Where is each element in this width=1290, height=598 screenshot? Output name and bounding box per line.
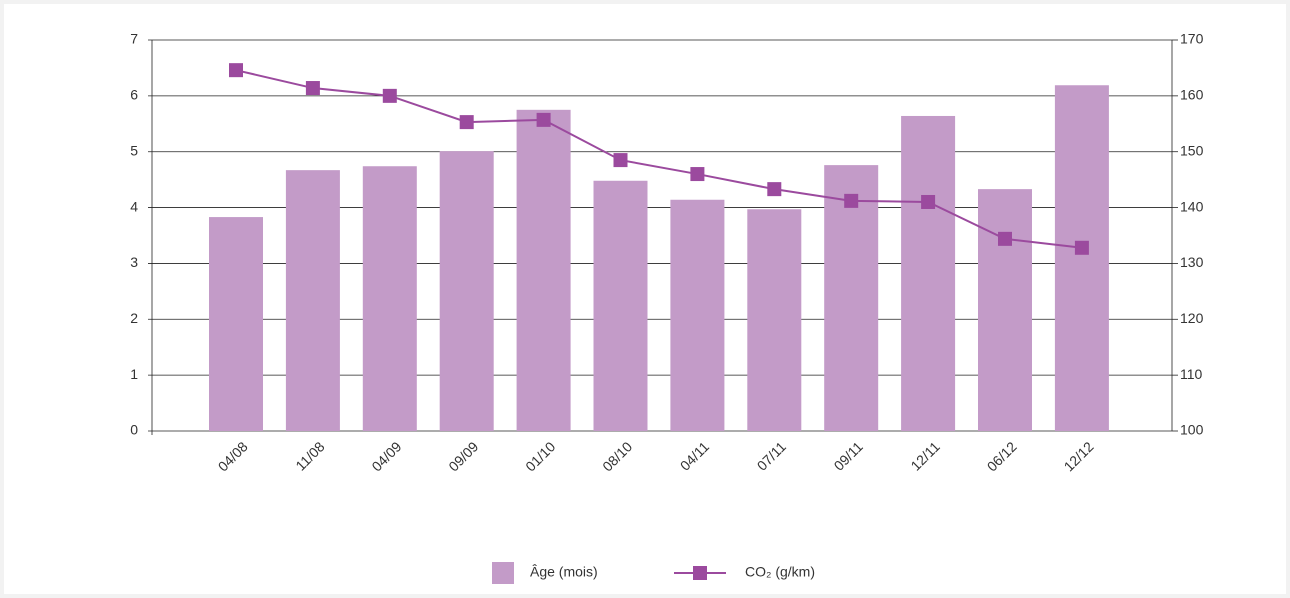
y-tick-label: 7 xyxy=(130,31,138,47)
y-tick-label: 1 xyxy=(130,366,138,382)
bar xyxy=(901,115,956,432)
y2-tick-label: 140 xyxy=(1180,198,1204,214)
y-tick-label: 3 xyxy=(130,254,138,270)
y2-tick-label: 100 xyxy=(1180,422,1204,438)
y-tick-label: 6 xyxy=(130,87,138,103)
y-tick-label: 5 xyxy=(130,142,138,158)
bar xyxy=(516,109,571,432)
y2-tick-label: 150 xyxy=(1180,142,1204,158)
bar xyxy=(978,189,1032,431)
legend-label: CO₂ (g/km) xyxy=(745,564,815,580)
y2-tick-label: 170 xyxy=(1180,31,1204,47)
co2-line xyxy=(235,69,1083,249)
co2-marker xyxy=(305,81,320,96)
y2-tick-label: 110 xyxy=(1180,366,1203,382)
y2-tick-label: 160 xyxy=(1180,87,1204,103)
legend-marker xyxy=(693,566,707,580)
legend-swatch xyxy=(492,562,514,584)
co2-marker xyxy=(536,112,551,127)
co2-marker xyxy=(844,193,859,208)
bar xyxy=(362,166,417,432)
co2-marker xyxy=(382,88,397,103)
co2-marker xyxy=(613,153,628,168)
y-tick-label: 0 xyxy=(130,422,138,438)
y-tick-label: 2 xyxy=(130,310,138,326)
y2-tick-label: 120 xyxy=(1180,310,1204,326)
co2-marker xyxy=(459,115,474,130)
bar xyxy=(209,217,263,431)
bar xyxy=(670,199,725,431)
bar xyxy=(285,170,340,431)
co2-marker xyxy=(1074,240,1089,255)
y-tick-label: 4 xyxy=(130,198,138,214)
bar xyxy=(1054,85,1109,431)
co2-marker xyxy=(921,194,936,209)
co2-marker xyxy=(767,182,782,197)
legend-label: Âge (mois) xyxy=(530,564,598,580)
bar xyxy=(593,180,648,431)
bar xyxy=(824,165,879,431)
bar xyxy=(439,151,494,432)
y2-tick-label: 130 xyxy=(1180,254,1204,270)
co2-marker xyxy=(690,167,705,182)
co2-marker xyxy=(229,63,243,78)
bar xyxy=(747,209,802,431)
co2-marker xyxy=(998,231,1012,246)
